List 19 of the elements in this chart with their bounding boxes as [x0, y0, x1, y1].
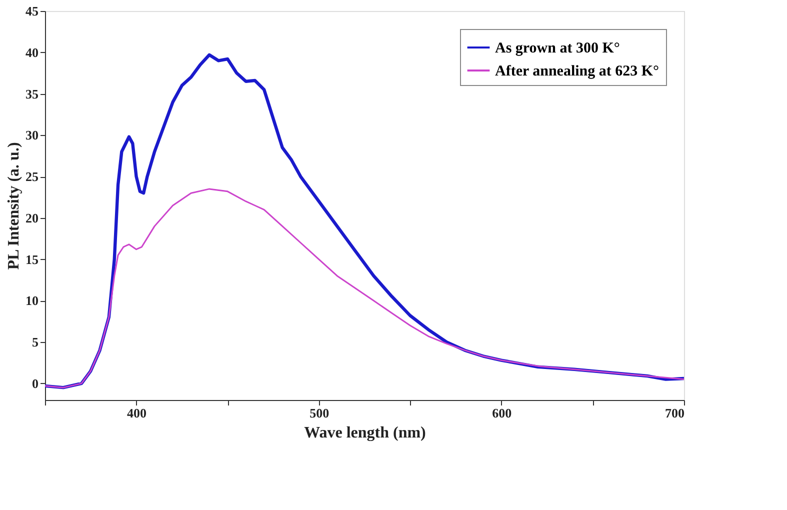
y-tick-label: 10	[26, 293, 38, 308]
y-tick-label: 0	[32, 376, 38, 391]
y-tick-label: 45	[26, 4, 39, 18]
legend-label: As grown at 300 K°	[495, 40, 620, 56]
x-tick-label: 700	[665, 406, 684, 420]
y-tick-label: 20	[26, 210, 38, 226]
legend-label: After annealing at 623 K°	[495, 64, 660, 80]
y-tick-label: 15	[26, 252, 39, 267]
y-tick-label: 35	[26, 86, 39, 102]
y-tick-label: 40	[26, 44, 38, 60]
x-axis-title: Wave length (nm)	[304, 424, 426, 442]
line-series	[45, 188, 684, 388]
y-tick-label: 5	[32, 334, 39, 350]
y-tick-label: 25	[26, 169, 39, 184]
x-tick-label: 400	[127, 406, 147, 420]
x-tick-label: 600	[492, 406, 512, 420]
y-tick-label: 30	[26, 128, 38, 143]
x-tick-label: 500	[310, 406, 330, 420]
y-axis-title: PL Intensity (a. u.)	[6, 142, 22, 270]
